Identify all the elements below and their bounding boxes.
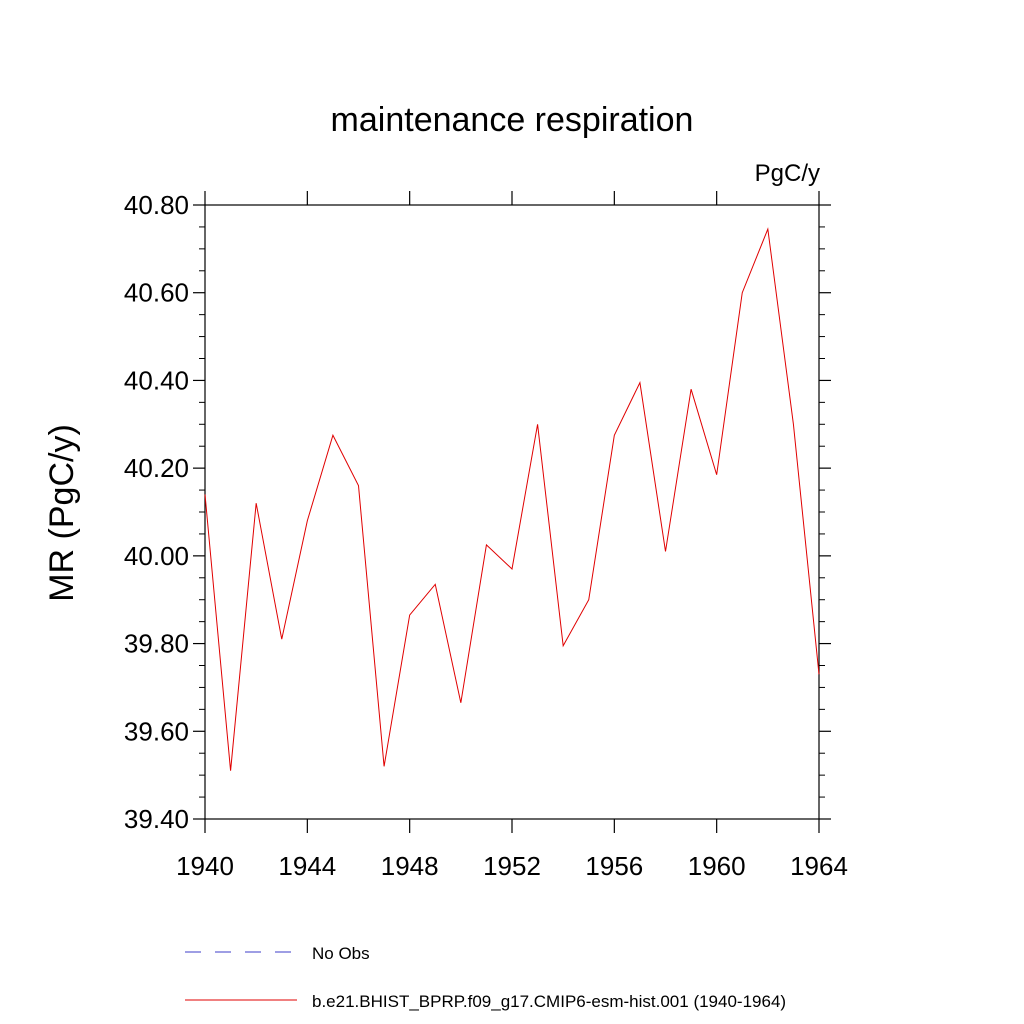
y-tick-label: 40.60	[124, 278, 189, 308]
series-layer	[204, 227, 820, 771]
chart-title: maintenance respiration	[331, 101, 694, 139]
y-tick-label: 40.40	[124, 365, 189, 395]
x-tick-label: 1952	[483, 851, 541, 881]
x-tick-label: 1960	[688, 851, 746, 881]
x-tick-label: 1956	[585, 851, 643, 881]
axis-ticks	[193, 191, 831, 833]
legend-label-no-obs: No Obs	[312, 944, 370, 963]
y-axis-label: MR (PgC/y)	[43, 424, 81, 602]
y-tick-label: 39.60	[124, 716, 189, 746]
y-tick-label: 39.40	[124, 804, 189, 834]
x-tick-label: 1940	[176, 851, 234, 881]
x-tick-label: 1964	[790, 851, 848, 881]
y-tick-label: 40.80	[124, 190, 189, 220]
x-tick-label: 1948	[381, 851, 439, 881]
legend: No Obs b.e21.BHIST_BPRP.f09_g17.CMIP6-es…	[185, 944, 786, 1011]
x-tick-label: 1944	[278, 851, 336, 881]
y-tick-labels: 39.40 39.60 39.80 40.00 40.20 40.40 40.60 40.80	[124, 190, 189, 834]
series-line-1	[204, 227, 820, 771]
y-tick-label: 40.00	[124, 541, 189, 571]
x-tick-labels: 1940 1944 1948 1952 1956 1960 1964	[176, 851, 848, 881]
y-tick-label: 40.20	[124, 453, 189, 483]
legend-label-model-run: b.e21.BHIST_BPRP.f09_g17.CMIP6-esm-hist.…	[312, 992, 786, 1011]
plot-frame	[204, 204, 820, 820]
y-tick-label: 39.80	[124, 629, 189, 659]
units-label: PgC/y	[755, 160, 820, 187]
